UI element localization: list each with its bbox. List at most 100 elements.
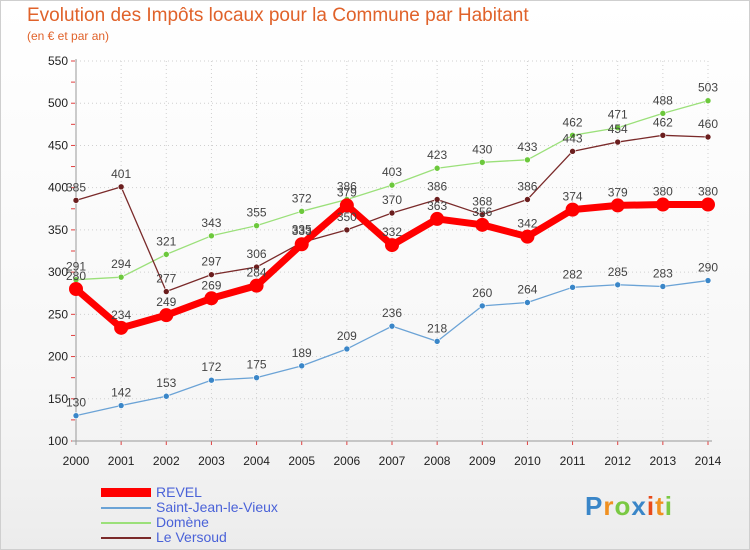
data-label-dom-ne-2000: 291 bbox=[66, 260, 86, 274]
legend-label-revel: REVEL bbox=[156, 484, 202, 500]
logo-letter: r bbox=[603, 491, 615, 521]
data-point-le-versoud-2002 bbox=[162, 288, 170, 295]
data-label-revel-2000: 280 bbox=[66, 269, 86, 283]
data-label-revel-2009: 356 bbox=[472, 205, 492, 219]
data-point-le-versoud-2000 bbox=[72, 197, 80, 204]
data-label-le-versoud-2000: 385 bbox=[66, 180, 86, 194]
x-tick-label-2011: 2011 bbox=[560, 454, 586, 468]
logo-letter: o bbox=[614, 491, 632, 521]
data-label-dom-ne-2007: 403 bbox=[382, 165, 402, 179]
legend-swatch-le-versoud bbox=[101, 536, 151, 539]
x-tick-label-2010: 2010 bbox=[514, 454, 541, 468]
legend-swatch-revel bbox=[101, 488, 151, 497]
data-point-revel-2009 bbox=[475, 217, 490, 232]
x-tick-label-2008: 2008 bbox=[424, 454, 451, 468]
data-label-dom-ne-2002: 321 bbox=[156, 234, 176, 248]
data-label-dom-ne-2009: 430 bbox=[472, 142, 492, 156]
data-label-le-versoud-2007: 370 bbox=[382, 193, 402, 207]
logo-letter: i bbox=[646, 491, 656, 521]
data-label-saint-jean-le-vieux-2004: 175 bbox=[247, 358, 267, 372]
data-label-le-versoud-2005: 335 bbox=[292, 223, 312, 237]
data-label-le-versoud-2001: 401 bbox=[111, 167, 131, 181]
x-tick-label-2007: 2007 bbox=[379, 454, 406, 468]
data-label-dom-ne-2013: 488 bbox=[653, 93, 673, 107]
data-label-revel-2008: 363 bbox=[427, 199, 447, 213]
data-label-saint-jean-le-vieux-2001: 142 bbox=[111, 386, 131, 400]
data-point-le-versoud-2001 bbox=[117, 183, 125, 191]
data-label-saint-jean-le-vieux-2002: 153 bbox=[156, 376, 176, 390]
data-label-revel-2001: 234 bbox=[111, 308, 131, 322]
legend-item-dom-ne: Domène bbox=[101, 515, 361, 530]
data-label-le-versoud-2006: 350 bbox=[337, 210, 357, 224]
data-label-le-versoud-2002: 277 bbox=[156, 272, 176, 286]
legend-label-saint-jean-le-vieux: Saint-Jean-le-Vieux bbox=[156, 499, 278, 515]
data-label-dom-ne-2011: 462 bbox=[563, 115, 583, 129]
data-label-dom-ne-2005: 372 bbox=[292, 191, 312, 205]
data-label-revel-2005: 333 bbox=[292, 224, 312, 238]
data-label-saint-jean-le-vieux-2007: 236 bbox=[382, 306, 402, 320]
data-label-saint-jean-le-vieux-2013: 283 bbox=[653, 266, 673, 280]
data-point-revel-2014 bbox=[701, 197, 715, 212]
legend-item-saint-jean-le-vieux: Saint-Jean-le-Vieux bbox=[101, 500, 361, 515]
data-point-saint-jean-le-vieux-2000 bbox=[72, 412, 80, 419]
data-point-saint-jean-le-vieux-2004 bbox=[253, 374, 260, 381]
data-point-dom-ne-2001 bbox=[117, 273, 125, 281]
data-point-dom-ne-2013 bbox=[659, 110, 667, 117]
data-point-revel-2008 bbox=[430, 211, 445, 226]
y-tick-label-450: 450 bbox=[48, 138, 68, 152]
series-revel bbox=[69, 197, 715, 335]
data-point-revel-2002 bbox=[159, 308, 174, 323]
data-point-dom-ne-2005 bbox=[298, 208, 306, 215]
data-point-le-versoud-2006 bbox=[343, 226, 351, 234]
data-point-le-versoud-2010 bbox=[524, 196, 531, 203]
data-label-revel-2012: 379 bbox=[608, 185, 628, 199]
data-label-le-versoud-2012: 454 bbox=[608, 122, 628, 136]
data-label-revel-2010: 342 bbox=[517, 217, 537, 231]
data-label-revel-2011: 374 bbox=[563, 190, 583, 204]
data-label-dom-ne-2004: 355 bbox=[247, 206, 267, 220]
data-point-le-versoud-2012 bbox=[614, 138, 622, 146]
data-point-dom-ne-2004 bbox=[253, 222, 260, 229]
data-label-saint-jean-le-vieux-2014: 290 bbox=[698, 261, 718, 275]
x-tick-label-2006: 2006 bbox=[334, 454, 361, 468]
data-point-saint-jean-le-vieux-2005 bbox=[298, 362, 306, 370]
data-point-revel-2006 bbox=[339, 198, 354, 213]
y-tick-label-550: 550 bbox=[48, 54, 68, 68]
data-point-le-versoud-2011 bbox=[569, 148, 576, 155]
data-point-dom-ne-2007 bbox=[388, 181, 396, 189]
data-label-revel-2002: 249 bbox=[156, 295, 176, 309]
legend-item-le-versoud: Le Versoud bbox=[101, 530, 361, 545]
data-label-saint-jean-le-vieux-2005: 189 bbox=[292, 346, 312, 360]
data-label-saint-jean-le-vieux-2011: 282 bbox=[563, 267, 583, 281]
data-point-le-versoud-2009 bbox=[478, 211, 486, 218]
data-point-revel-2001 bbox=[114, 320, 129, 335]
data-label-dom-ne-2003: 343 bbox=[201, 216, 221, 230]
data-label-dom-ne-2001: 294 bbox=[111, 257, 131, 271]
legend-label-dom-ne: Domène bbox=[156, 514, 209, 530]
legend-item-revel: REVEL bbox=[101, 485, 361, 500]
data-label-dom-ne-2006: 386 bbox=[337, 179, 357, 193]
data-point-le-versoud-2007 bbox=[388, 209, 396, 217]
data-point-saint-jean-le-vieux-2013 bbox=[659, 283, 667, 290]
data-point-le-versoud-2008 bbox=[433, 196, 441, 203]
data-label-dom-ne-2010: 433 bbox=[517, 140, 537, 154]
data-label-dom-ne-2014: 503 bbox=[698, 81, 718, 95]
data-point-le-versoud-2014 bbox=[704, 133, 712, 141]
data-point-revel-2003 bbox=[204, 291, 219, 306]
data-label-revel-2014: 380 bbox=[698, 185, 718, 199]
x-tick-label-2002: 2002 bbox=[153, 454, 180, 468]
data-point-dom-ne-2010 bbox=[524, 156, 531, 164]
x-tick-label-2009: 2009 bbox=[469, 454, 496, 468]
y-tick-label-500: 500 bbox=[48, 96, 68, 110]
data-point-dom-ne-2012 bbox=[614, 124, 622, 132]
legend-label-le-versoud: Le Versoud bbox=[156, 529, 227, 545]
data-label-saint-jean-le-vieux-2009: 260 bbox=[472, 286, 492, 300]
y-tick-label-100: 100 bbox=[48, 434, 68, 448]
data-point-saint-jean-le-vieux-2009 bbox=[478, 302, 486, 310]
logo-letter: i bbox=[664, 491, 673, 521]
x-tick-label-2005: 2005 bbox=[288, 454, 315, 468]
series-saint-jean-le-vieux bbox=[72, 277, 712, 419]
y-tick-label-300: 300 bbox=[48, 265, 68, 279]
data-point-saint-jean-le-vieux-2007 bbox=[388, 322, 396, 330]
data-label-le-versoud-2011: 443 bbox=[563, 131, 583, 145]
